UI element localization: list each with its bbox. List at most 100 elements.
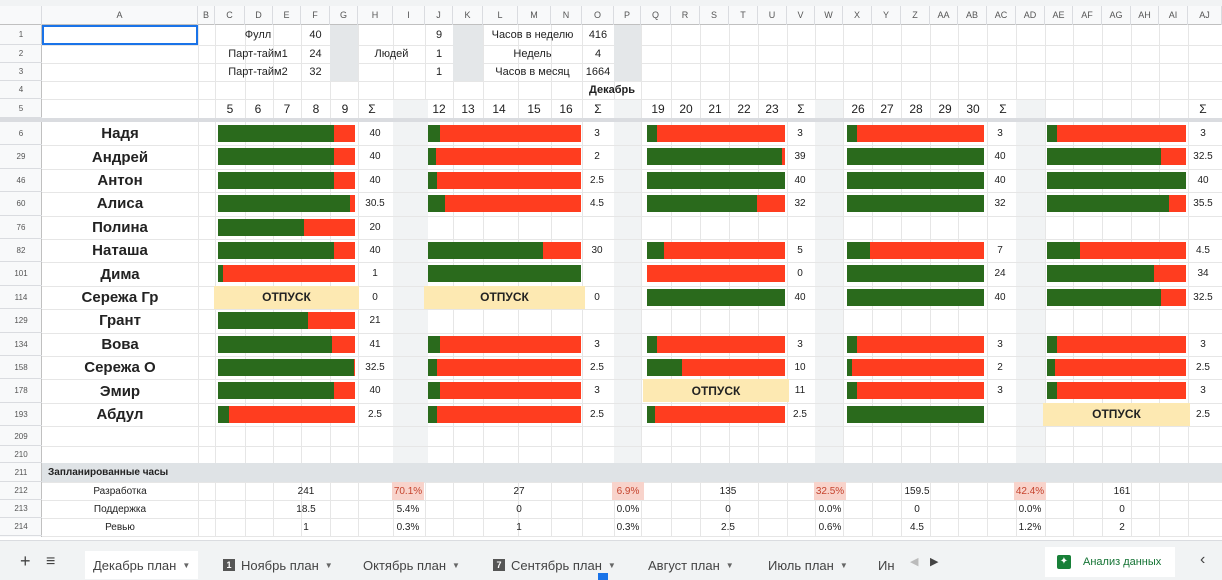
vacation-block[interactable]: ОТПУСК (214, 285, 359, 309)
row-header[interactable]: 2 (0, 45, 42, 63)
workload-bar[interactable] (428, 335, 581, 353)
row-header[interactable]: 214 (0, 518, 42, 536)
row-header[interactable]: 213 (0, 500, 42, 518)
workload-bar[interactable] (647, 405, 785, 423)
person-name[interactable]: Грант (99, 312, 141, 330)
column-header-aa[interactable]: AA (930, 6, 958, 25)
row-header[interactable]: 76 (0, 216, 42, 239)
full-value[interactable]: 40 (309, 29, 322, 41)
planned-value[interactable]: 1 (303, 521, 309, 533)
sheet-tab[interactable]: Октябрь план ▼ (355, 551, 468, 579)
column-header-f[interactable]: F (301, 6, 330, 25)
workload-bar[interactable] (847, 195, 984, 213)
workload-bar[interactable] (647, 171, 785, 189)
column-header-i[interactable]: I (393, 6, 425, 25)
workload-bar[interactable] (647, 335, 785, 353)
workload-bar[interactable] (647, 288, 785, 306)
row-header[interactable]: 4 (0, 81, 42, 99)
planned-value[interactable]: 241 (297, 485, 315, 497)
planned-percent[interactable]: 32.5% (814, 482, 846, 500)
workload-bar[interactable] (428, 195, 581, 213)
column-header-n[interactable]: N (551, 6, 582, 25)
parttime2-value[interactable]: 32 (309, 66, 322, 78)
workload-bar[interactable] (847, 265, 984, 283)
planned-percent[interactable]: 5.4% (396, 503, 420, 515)
planned-value[interactable]: 0 (1119, 503, 1125, 515)
person-name[interactable]: Дима (100, 265, 140, 283)
workload-bar[interactable] (218, 335, 355, 353)
workload-bar[interactable] (847, 335, 984, 353)
planned-percent[interactable]: 6.9% (612, 482, 644, 500)
sheet-tab[interactable]: 1 Ноябрь план ▼ (215, 551, 341, 579)
sheet-tab[interactable]: Декабрь план ▼ (85, 551, 199, 579)
column-header-m[interactable]: M (518, 6, 551, 25)
people-full[interactable]: 9 (435, 29, 443, 41)
dropdown-caret-icon[interactable]: ▼ (182, 560, 191, 570)
column-header-h[interactable]: H (358, 6, 393, 25)
row-header[interactable]: 209 (0, 427, 42, 446)
dropdown-caret-icon[interactable]: ▼ (324, 560, 333, 570)
column-header-ag[interactable]: AG (1102, 6, 1131, 25)
column-header-j[interactable]: J (425, 6, 453, 25)
workload-bar[interactable] (428, 171, 581, 189)
workload-bar[interactable] (428, 405, 581, 423)
sheet-tab[interactable]: Ин (870, 551, 903, 579)
workload-bar[interactable] (218, 312, 355, 330)
workload-bar[interactable] (647, 359, 785, 376)
column-header-e[interactable]: E (273, 6, 301, 25)
workload-bar[interactable] (428, 265, 581, 283)
row-header[interactable]: 6 (0, 122, 42, 146)
column-header-ah[interactable]: AH (1131, 6, 1159, 25)
all-sheets-button[interactable]: ≡ (46, 553, 56, 570)
row-header[interactable]: 60 (0, 192, 42, 216)
column-header-t[interactable]: T (729, 6, 758, 25)
person-name[interactable]: Алиса (96, 195, 144, 213)
column-header-x[interactable]: X (843, 6, 872, 25)
row-header[interactable]: 158 (0, 356, 42, 380)
workload-bar[interactable] (647, 125, 785, 142)
workload-bar[interactable] (1047, 171, 1186, 189)
dropdown-caret-icon[interactable]: ▼ (725, 560, 734, 570)
planned-percent[interactable]: 0.0% (616, 503, 640, 515)
row-header[interactable]: 29 (0, 145, 42, 169)
planned-value[interactable]: 0 (914, 503, 920, 515)
workload-bar[interactable] (1047, 359, 1186, 376)
column-header-l[interactable]: L (483, 6, 518, 25)
row-header[interactable]: 134 (0, 333, 42, 356)
planned-percent[interactable]: 1.2% (1018, 521, 1042, 533)
parttime1-value[interactable]: 24 (309, 48, 322, 60)
column-header-r[interactable]: R (671, 6, 700, 25)
planned-value[interactable]: 135 (719, 485, 737, 497)
vacation-block[interactable]: ОТПУСК (424, 285, 585, 309)
planned-value[interactable]: 0 (725, 503, 731, 515)
workload-bar[interactable] (218, 195, 355, 213)
row-header[interactable]: 193 (0, 403, 42, 427)
column-header-u[interactable]: U (758, 6, 787, 25)
column-header-ae[interactable]: AE (1045, 6, 1073, 25)
column-header-v[interactable]: V (787, 6, 815, 25)
dropdown-caret-icon[interactable]: ▼ (607, 560, 616, 570)
planned-percent[interactable]: 0.3% (616, 521, 640, 533)
planned-value[interactable]: 4.5 (910, 521, 924, 533)
workload-bar[interactable] (428, 148, 581, 166)
workload-bar[interactable] (218, 382, 355, 400)
workload-bar[interactable] (218, 359, 355, 376)
column-header-w[interactable]: W (815, 6, 843, 25)
sheet-tab[interactable]: 7 Сентябрь план ▼ (485, 551, 624, 579)
scroll-tabs-right-icon[interactable]: ▶ (930, 556, 939, 568)
planned-percent[interactable]: 0.0% (1018, 503, 1042, 515)
column-header-q[interactable]: Q (641, 6, 671, 25)
column-header-o[interactable]: O (582, 6, 614, 25)
column-header-ai[interactable]: AI (1159, 6, 1188, 25)
people-pt2[interactable]: 1 (435, 66, 443, 78)
workload-bar[interactable] (847, 125, 984, 142)
workload-bar[interactable] (428, 125, 581, 142)
workload-bar[interactable] (218, 148, 355, 166)
person-name[interactable]: Антон (97, 171, 143, 189)
workload-bar[interactable] (218, 265, 355, 283)
row-header[interactable]: 82 (0, 239, 42, 263)
planned-percent[interactable]: 70.1% (392, 482, 424, 500)
workload-bar[interactable] (847, 171, 984, 189)
workload-bar[interactable] (428, 359, 581, 376)
column-header-af[interactable]: AF (1073, 6, 1102, 25)
